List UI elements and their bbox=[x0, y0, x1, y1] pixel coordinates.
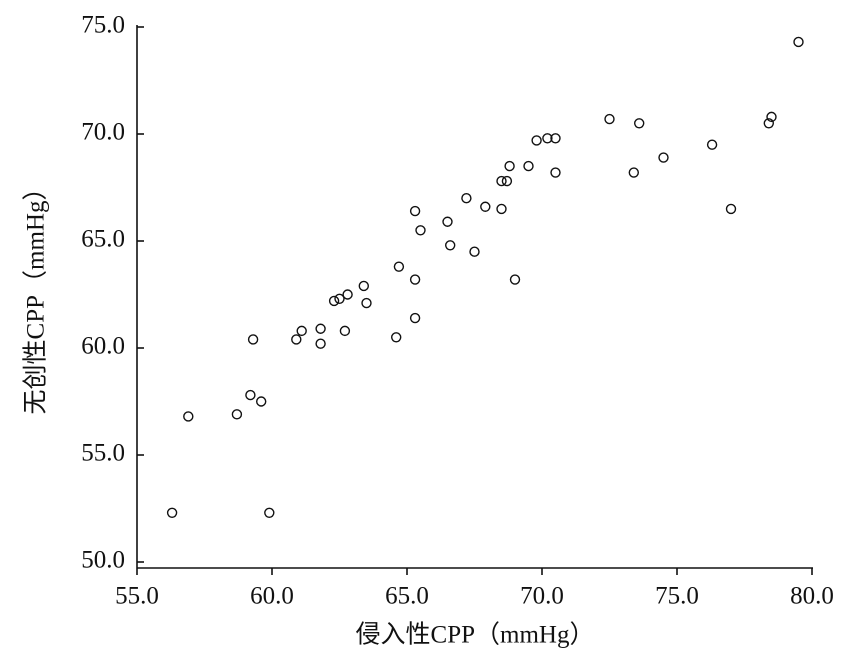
point bbox=[391, 332, 402, 343]
point bbox=[315, 323, 326, 334]
point bbox=[256, 396, 267, 407]
point bbox=[183, 411, 194, 422]
y-tick-label: 75.0 bbox=[81, 12, 125, 39]
point bbox=[334, 293, 345, 304]
point bbox=[550, 167, 561, 178]
point bbox=[793, 36, 804, 48]
point bbox=[315, 338, 326, 349]
point bbox=[245, 389, 256, 401]
x-tick-label: 60.0 bbox=[250, 583, 294, 610]
point bbox=[166, 507, 178, 518]
x-tick-label: 75.0 bbox=[655, 583, 699, 610]
point bbox=[542, 133, 553, 144]
point bbox=[531, 135, 542, 146]
point bbox=[509, 274, 521, 285]
y-tick-label: 60.0 bbox=[81, 333, 125, 360]
point bbox=[501, 175, 513, 187]
point bbox=[409, 274, 421, 285]
point bbox=[247, 334, 259, 345]
point bbox=[523, 160, 534, 172]
point bbox=[361, 297, 372, 309]
x-axis-label: 侵入性CPP（mmHg） bbox=[356, 621, 595, 649]
point bbox=[480, 201, 491, 212]
point bbox=[504, 160, 515, 172]
point bbox=[628, 167, 639, 178]
point bbox=[442, 216, 453, 227]
point bbox=[339, 325, 351, 337]
point bbox=[231, 409, 243, 420]
point bbox=[415, 225, 426, 236]
point bbox=[445, 240, 456, 251]
point bbox=[264, 507, 275, 518]
point bbox=[291, 334, 302, 345]
point bbox=[496, 175, 507, 187]
point bbox=[409, 312, 421, 324]
point bbox=[409, 205, 421, 217]
y-tick-label: 65.0 bbox=[81, 226, 125, 253]
point bbox=[358, 280, 369, 292]
y-tick-label: 50.0 bbox=[81, 547, 125, 574]
point bbox=[328, 295, 340, 307]
y-axis-label: 无创性CPP（mmHg） bbox=[22, 176, 50, 415]
y-tick-label: 70.0 bbox=[81, 119, 125, 146]
point bbox=[461, 192, 472, 204]
x-tick-label: 55.0 bbox=[115, 583, 159, 610]
point bbox=[342, 289, 353, 300]
x-tick-label: 80.0 bbox=[790, 583, 834, 610]
point bbox=[296, 325, 307, 337]
x-tick-label: 70.0 bbox=[520, 583, 564, 610]
point bbox=[706, 139, 718, 150]
point bbox=[658, 152, 669, 163]
point bbox=[550, 133, 561, 144]
point bbox=[763, 118, 774, 129]
point bbox=[634, 118, 645, 129]
point bbox=[725, 203, 737, 215]
y-tick-label: 55.0 bbox=[81, 440, 125, 467]
x-tick-label: 65.0 bbox=[385, 583, 429, 610]
point bbox=[496, 203, 507, 215]
point bbox=[604, 113, 615, 125]
point bbox=[393, 261, 405, 272]
point bbox=[469, 246, 480, 257]
point bbox=[766, 111, 777, 123]
